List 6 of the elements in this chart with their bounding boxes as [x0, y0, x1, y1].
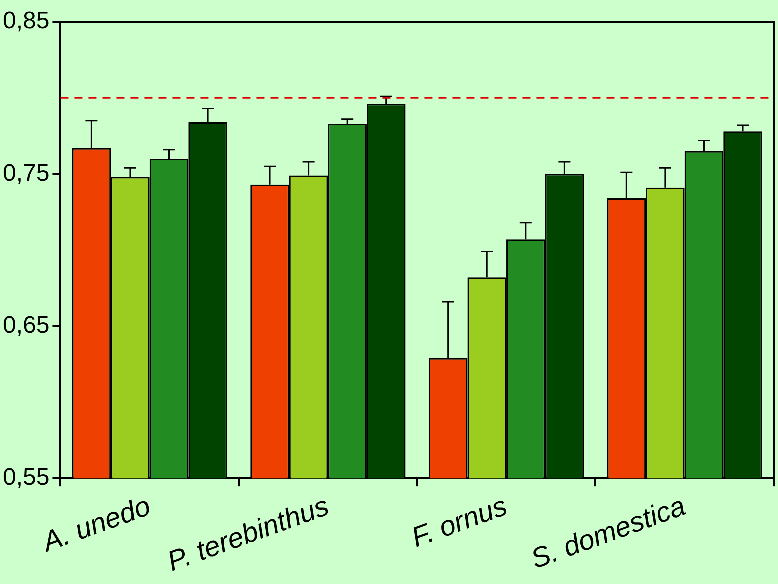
x-tick-label: F. ornus	[408, 490, 512, 554]
y-tick-label: 0,55	[2, 464, 50, 492]
y-tick-label: 0,85	[2, 8, 50, 35]
y-tick-label: 0,75	[2, 160, 50, 187]
y-tick-label: 0,65	[2, 312, 50, 340]
x-tick-label: A. unedo	[36, 490, 155, 558]
